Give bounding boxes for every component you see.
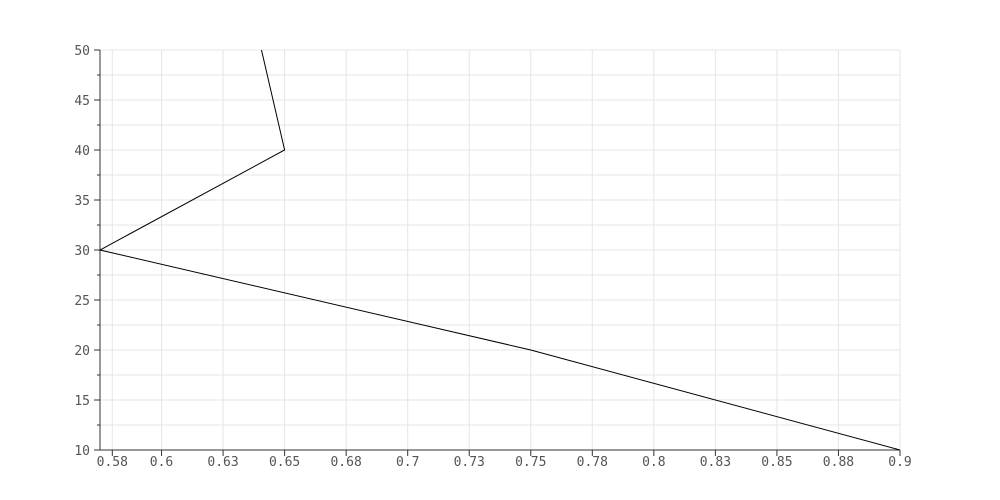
y-tick-label: 50 <box>74 44 90 59</box>
series-line <box>98 49 901 451</box>
x-tick-label: 0.7 <box>396 455 419 470</box>
x-tick-label: 0.65 <box>269 455 300 470</box>
y-tick-label: 20 <box>74 344 90 359</box>
x-tick-label: 0.73 <box>454 455 485 470</box>
y-tick-label: 40 <box>74 144 90 159</box>
x-tick-label: 0.78 <box>577 455 608 470</box>
y-tick-label: 15 <box>74 394 90 409</box>
x-tick-label: 0.8 <box>642 455 665 470</box>
x-tick-label: 0.83 <box>700 455 731 470</box>
series-layer <box>98 49 901 451</box>
x-tick-label: 0.9 <box>888 455 911 470</box>
y-tick-label: 10 <box>74 444 90 459</box>
x-tick-label: 0.88 <box>823 455 854 470</box>
tick-labels: 0.58 0.6 0.63 0.65 0.68 0.7 0.73 0.75 0.78 0.8 0.8… <box>74 44 911 470</box>
grid <box>99 49 901 451</box>
y-tick-label: 30 <box>74 244 90 259</box>
y-tick-label: 35 <box>74 194 90 209</box>
x-tick-label: 0.58 <box>97 455 128 470</box>
x-tick-label: 0.63 <box>207 455 238 470</box>
axes <box>94 49 901 456</box>
x-tick-label: 0.68 <box>330 455 361 470</box>
x-tick-label: 0.6 <box>150 455 173 470</box>
y-tick-label: 25 <box>74 294 90 309</box>
x-tick-label: 0.85 <box>761 455 792 470</box>
x-tick-label: 0.75 <box>515 455 546 470</box>
y-tick-label: 45 <box>74 94 90 109</box>
